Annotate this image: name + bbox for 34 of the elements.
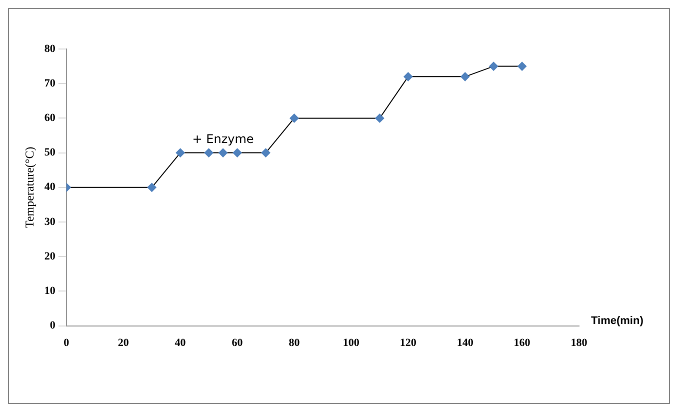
x-tick-label: 60 [232, 337, 244, 350]
x-tick-label: 160 [514, 337, 531, 350]
x-tick-label: 20 [118, 337, 130, 350]
x-tick-label: 120 [400, 337, 417, 350]
point [204, 148, 214, 158]
point [460, 72, 470, 82]
y-tick-label: 10 [44, 285, 56, 298]
point [147, 182, 156, 192]
point [290, 114, 299, 123]
y-tick-label: 30 [44, 216, 56, 228]
x-tick-label: 80 [288, 337, 300, 350]
x-axis-title: Time(min) [591, 314, 644, 327]
y-tick-label: 20 [44, 250, 56, 262]
point [261, 148, 270, 158]
y-tick-label: 40 [44, 181, 56, 194]
point [404, 72, 413, 82]
annotation: + Enzyme [192, 132, 254, 146]
x-tick-label: 100 [342, 337, 360, 350]
y-tick-label: 70 [44, 77, 56, 90]
y-axis-title: Temperature(°C) [22, 146, 36, 228]
y-tick-label: 60 [44, 112, 56, 124]
y-tick-label: 50 [44, 146, 56, 159]
x-tick-label: 140 [456, 337, 474, 350]
y-tick-label: 80 [44, 42, 56, 55]
point [218, 148, 228, 158]
point [176, 148, 185, 158]
point [489, 62, 498, 71]
x-tick-label: 180 [570, 337, 588, 350]
point [375, 114, 384, 123]
y-tick-label: 0 [50, 320, 56, 332]
x-tick-label: 0 [64, 337, 70, 350]
point [518, 62, 527, 71]
point [232, 148, 242, 158]
x-tick-label: 40 [174, 337, 186, 350]
